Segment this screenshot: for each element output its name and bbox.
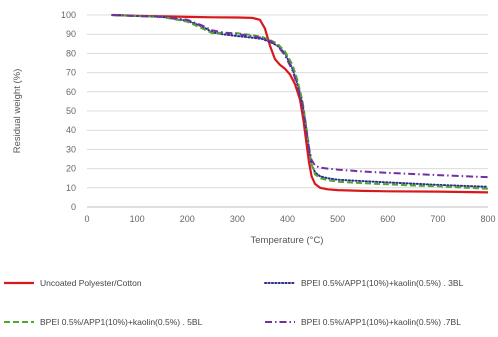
y-tick-30: 30 [66, 144, 76, 154]
series-lines [111, 13, 489, 194]
legend-label-1: Uncoated Polyester/Cotton [40, 278, 142, 288]
x-tick-100: 100 [130, 214, 145, 224]
legend-label-2: BPEI 0.5%/APP1(10%)+kaolin(0.5%) . 3BL [301, 278, 464, 288]
gridlines [87, 14, 488, 189]
legend-label-4: BPEI 0.5%/APP1(10%)+kaolin(0.5%) .7BL [301, 317, 461, 327]
y-tick-70: 70 [66, 68, 76, 78]
series-line-3 [112, 14, 489, 190]
x-tick-300: 300 [230, 214, 245, 224]
x-tick-800: 800 [480, 214, 495, 224]
x-tick-500: 500 [330, 214, 345, 224]
series-line-4 [112, 14, 489, 179]
legend: Uncoated Polyester/Cotton BPEI 0.5%/APP1(… [4, 278, 464, 327]
y-tick-80: 80 [66, 48, 76, 58]
y-tick-20: 20 [66, 164, 76, 174]
series-line-1 [112, 13, 489, 194]
y-tick-10: 10 [66, 183, 76, 193]
x-tick-600: 600 [380, 214, 395, 224]
y-tick-60: 60 [66, 87, 76, 97]
x-tick-400: 400 [280, 214, 295, 224]
y-tick-0: 0 [71, 202, 76, 212]
y-tick-50: 50 [66, 106, 76, 116]
y-tick-40: 40 [66, 125, 76, 135]
x-tick-labels: 0 100 200 300 400 500 600 700 800 [84, 214, 495, 224]
x-tick-700: 700 [430, 214, 445, 224]
y-tick-100: 100 [61, 10, 76, 20]
x-axis-title: Temperature (°C) [251, 235, 324, 246]
y-tick-90: 90 [66, 29, 76, 39]
x-tick-0: 0 [84, 214, 89, 224]
x-tick-200: 200 [180, 214, 195, 224]
y-axis-title: Residual weight (%) [12, 69, 23, 153]
legend-label-3: BPEI 0.5%/APP1(10%)+kaolin(0.5%) . 5BL [40, 317, 203, 327]
y-tick-labels: 0 10 20 30 40 50 60 70 80 90 100 [61, 10, 76, 212]
